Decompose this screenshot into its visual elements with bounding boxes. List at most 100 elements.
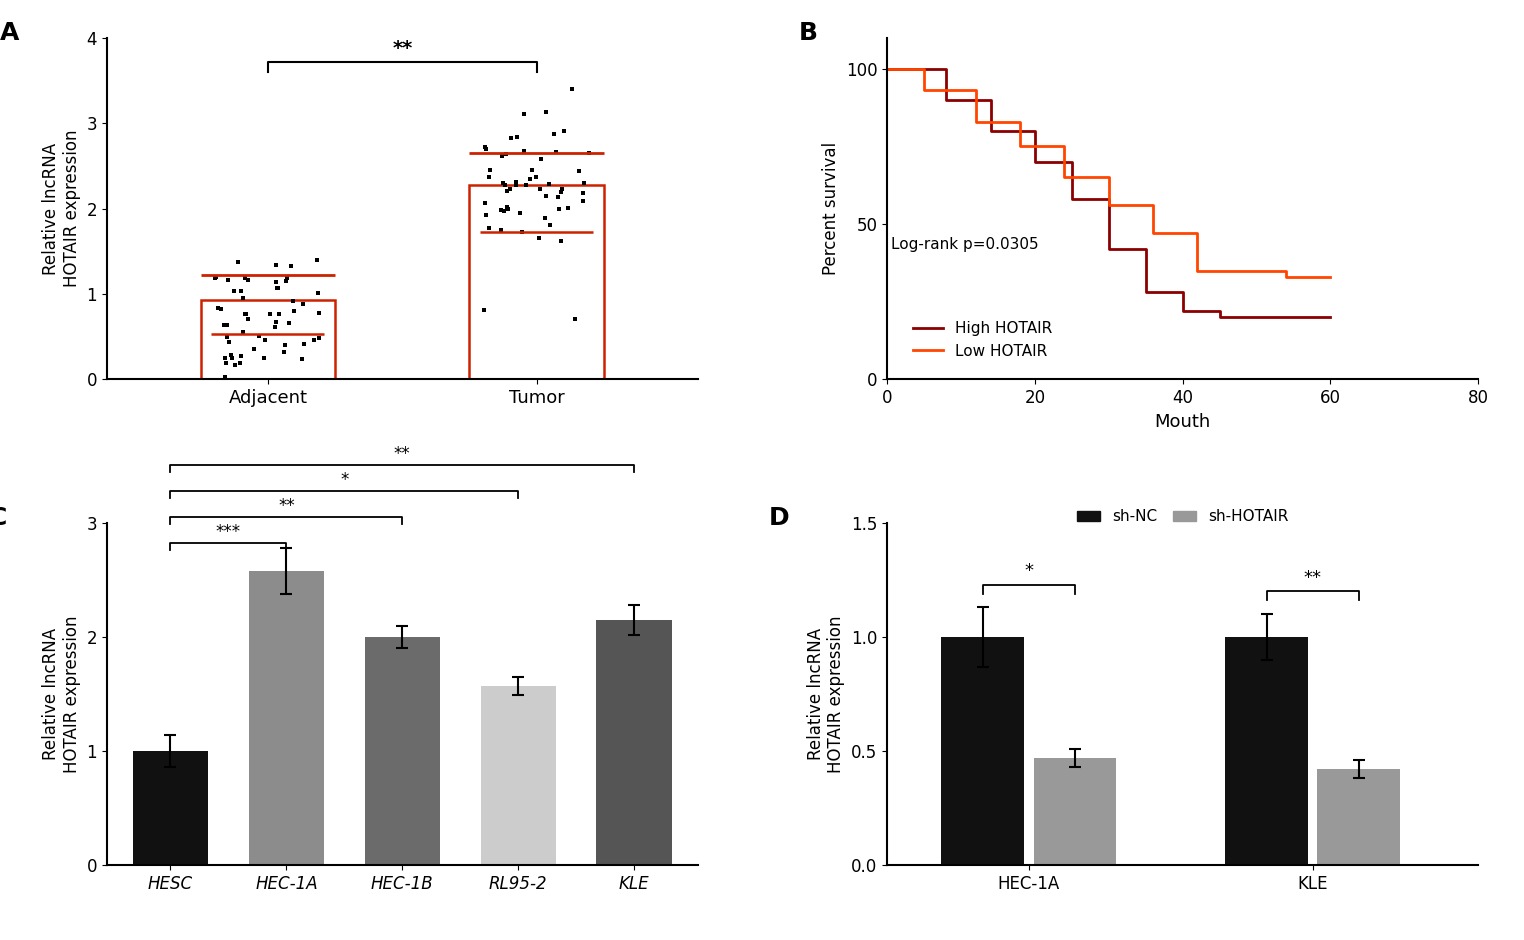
Point: [509, 225, 533, 240]
Point: [512, 143, 536, 158]
Y-axis label: Percent survival: Percent survival: [821, 142, 840, 275]
Point: [279, 258, 303, 274]
Point: [203, 271, 227, 286]
Point: [293, 337, 317, 352]
Point: [498, 181, 523, 196]
Point: [504, 130, 529, 145]
Point: [562, 311, 587, 326]
Point: [572, 176, 596, 191]
Point: [247, 329, 271, 344]
Point: [570, 194, 594, 209]
Y-axis label: Relative lncRNA
HOTAIR expression: Relative lncRNA HOTAIR expression: [806, 615, 846, 773]
Text: **: **: [393, 445, 410, 462]
Point: [251, 351, 276, 366]
Point: [226, 255, 250, 270]
Point: [258, 307, 282, 322]
Text: **: **: [1303, 569, 1321, 587]
Point: [215, 329, 239, 344]
Point: [242, 341, 267, 356]
Point: [209, 301, 233, 316]
Point: [474, 207, 498, 222]
Point: [472, 303, 497, 318]
Bar: [1317, 769, 1401, 865]
Point: [206, 300, 230, 315]
Point: [527, 231, 552, 246]
Point: [274, 271, 299, 286]
Point: [232, 306, 256, 321]
Bar: [248, 571, 325, 865]
Point: [265, 280, 290, 295]
Point: [276, 316, 300, 331]
Text: **: **: [277, 497, 294, 515]
Point: [488, 202, 512, 217]
Point: [305, 286, 329, 301]
Point: [504, 178, 529, 193]
Text: *: *: [340, 471, 349, 489]
Point: [306, 331, 331, 346]
Point: [219, 347, 244, 362]
Point: [538, 217, 562, 232]
Point: [212, 369, 236, 384]
Point: [556, 200, 581, 215]
Point: [536, 177, 561, 192]
Point: [552, 123, 576, 138]
Point: [547, 201, 572, 216]
Text: **: **: [392, 39, 413, 58]
Point: [479, 163, 503, 178]
Text: D: D: [768, 506, 789, 530]
Point: [567, 164, 591, 179]
Point: [216, 335, 241, 350]
Point: [233, 306, 258, 321]
Point: [215, 318, 239, 333]
Point: [512, 106, 536, 121]
Point: [472, 139, 497, 154]
Point: [302, 333, 326, 348]
Point: [533, 189, 558, 204]
Point: [213, 355, 238, 370]
Point: [219, 351, 244, 366]
Point: [229, 355, 253, 370]
Y-axis label: Relative lncRNA
HOTAIR expression: Relative lncRNA HOTAIR expression: [43, 615, 81, 773]
Point: [216, 273, 241, 288]
Point: [274, 274, 299, 289]
Point: [305, 253, 329, 268]
Bar: [364, 637, 440, 865]
Point: [550, 181, 575, 196]
Point: [492, 203, 517, 218]
Point: [529, 151, 553, 166]
Point: [546, 190, 570, 205]
Point: [290, 352, 314, 367]
Point: [472, 196, 497, 211]
Point: [230, 324, 255, 339]
Bar: [469, 185, 604, 380]
Point: [212, 318, 236, 333]
Point: [229, 284, 253, 299]
Point: [518, 172, 543, 187]
Point: [491, 149, 515, 164]
Text: Log-rank p=0.0305: Log-rank p=0.0305: [890, 237, 1038, 252]
Point: [477, 221, 501, 236]
Bar: [596, 619, 672, 865]
Point: [529, 181, 553, 196]
Point: [273, 337, 297, 352]
Point: [474, 141, 498, 156]
Point: [533, 211, 558, 226]
Text: C: C: [0, 506, 6, 530]
Legend: High HOTAIR, Low HOTAIR: High HOTAIR, Low HOTAIR: [907, 315, 1059, 365]
Point: [514, 178, 538, 193]
Point: [520, 163, 544, 178]
Point: [264, 274, 288, 290]
Point: [543, 127, 567, 142]
Legend: sh-NC, sh-HOTAIR: sh-NC, sh-HOTAIR: [1071, 503, 1294, 530]
Point: [533, 104, 558, 119]
Point: [306, 305, 331, 320]
Point: [495, 199, 520, 214]
Point: [559, 82, 584, 97]
X-axis label: Mouth: Mouth: [1155, 413, 1210, 431]
Point: [549, 233, 573, 248]
Point: [267, 306, 291, 321]
Point: [233, 270, 258, 285]
Bar: [942, 637, 1024, 865]
Point: [236, 273, 261, 288]
Point: [497, 201, 521, 216]
